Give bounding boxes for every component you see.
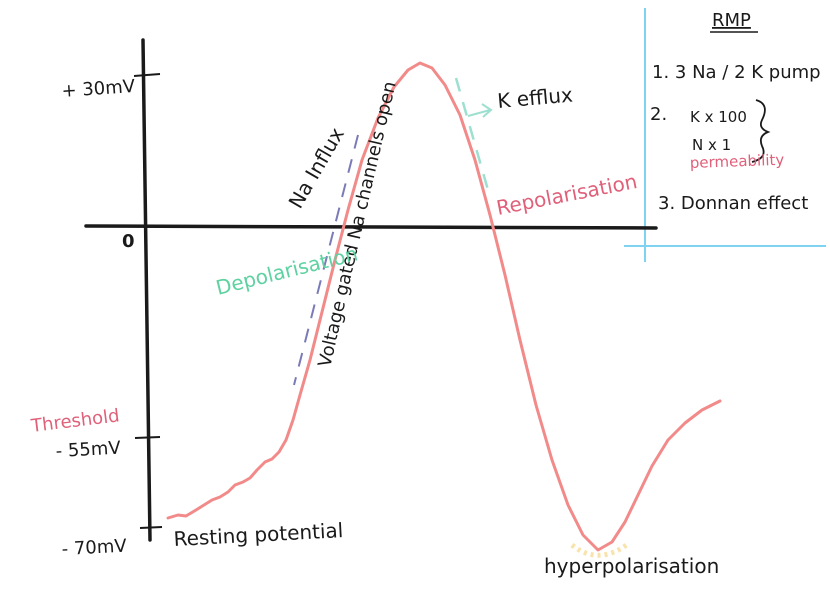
tick-minus70 [139, 526, 163, 529]
k-efflux-dashed-line [454, 77, 490, 191]
origin-label: 0 [122, 231, 135, 252]
tick-plus30 [133, 73, 161, 77]
rmp-item-3: 3. Donnan effect [658, 193, 808, 214]
rmp-brace [751, 99, 771, 163]
rmp-item-2-k: K x 100 [690, 108, 747, 126]
y-tick-label-minus55: - 55mV [55, 438, 122, 462]
rmp-item-2-na: N x 1 [692, 136, 731, 154]
y-tick-label-plus30: + 30mV [61, 76, 137, 102]
tick-minus55 [134, 436, 161, 439]
k-efflux-arrow [467, 103, 493, 118]
rmp-item-2-number: 2. [650, 104, 667, 125]
na-influx-label: Na Influx [284, 123, 349, 212]
x-axis [84, 224, 658, 230]
hyperpolarisation-label: hyperpolarisation [544, 554, 719, 578]
repolarisation-label: Repolarisation [494, 169, 639, 220]
resting-potential-label: Resting potential [173, 518, 344, 551]
rmp-item-2-permeability: permeability [690, 151, 785, 172]
action-potential-curve [166, 61, 722, 552]
threshold-label: Threshold [29, 405, 121, 437]
trough-highlight [570, 541, 630, 558]
rmp-item-1: 1. 3 Na / 2 K pump [652, 62, 821, 83]
y-tick-label-minus70: - 70mV [61, 536, 128, 560]
na-influx-dashed-line [293, 134, 359, 386]
y-axis [141, 38, 152, 542]
rmp-title: RMP [712, 10, 751, 31]
k-efflux-label: K efflux [496, 82, 574, 113]
